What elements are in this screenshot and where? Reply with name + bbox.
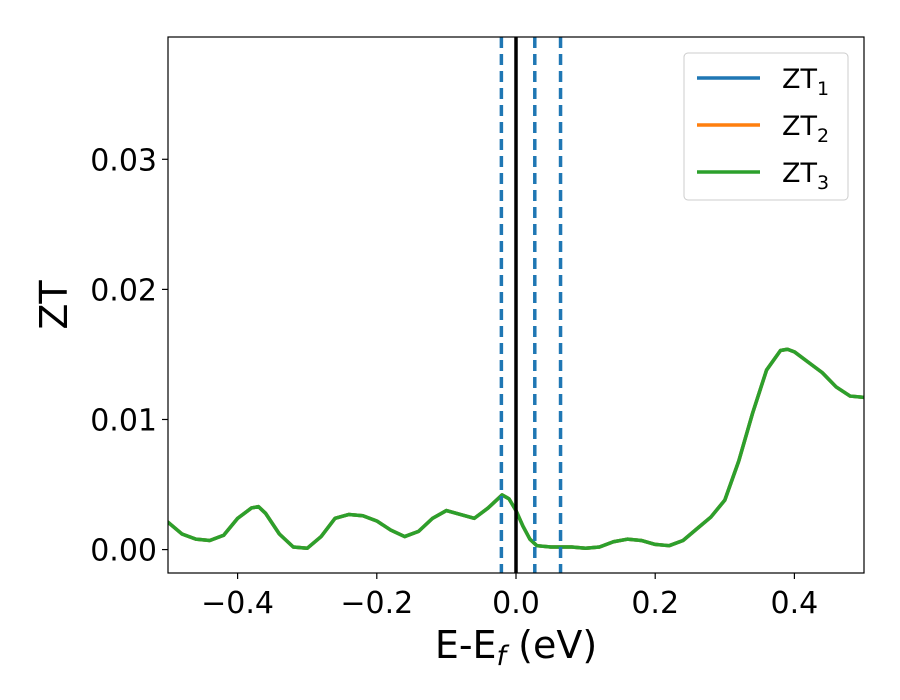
- legend-box: [683, 52, 849, 201]
- legend-label-zt3: ZT3: [782, 158, 829, 194]
- y-tick-label: 0.03: [90, 143, 157, 178]
- legend: ZT1 ZT2 ZT3: [683, 52, 849, 201]
- x-tick-label: −0.4: [201, 586, 274, 621]
- x-axis-title-base: E-E: [435, 623, 497, 667]
- legend-label-zt1: ZT1: [782, 64, 829, 100]
- y-axis-title: ZT: [32, 280, 76, 330]
- x-axis-title: E-Ef (eV): [435, 623, 597, 672]
- tick-layer: −0.4 −0.2 0.0 0.2 0.4 0.00 0.01 0.02 0.03: [90, 143, 818, 621]
- plot-area: [168, 37, 864, 573]
- x-tick-label: −0.2: [340, 586, 413, 621]
- x-tick-label: 0.2: [631, 586, 679, 621]
- y-tick-label: 0.02: [90, 273, 157, 308]
- y-tick-label: 0.00: [90, 534, 157, 569]
- legend-label-zt2: ZT2: [782, 111, 829, 147]
- x-axis-title-suffix: (eV): [506, 623, 597, 667]
- x-tick-label: 0.4: [771, 586, 819, 621]
- y-tick-label: 0.01: [90, 403, 157, 438]
- x-tick-label: 0.0: [492, 586, 540, 621]
